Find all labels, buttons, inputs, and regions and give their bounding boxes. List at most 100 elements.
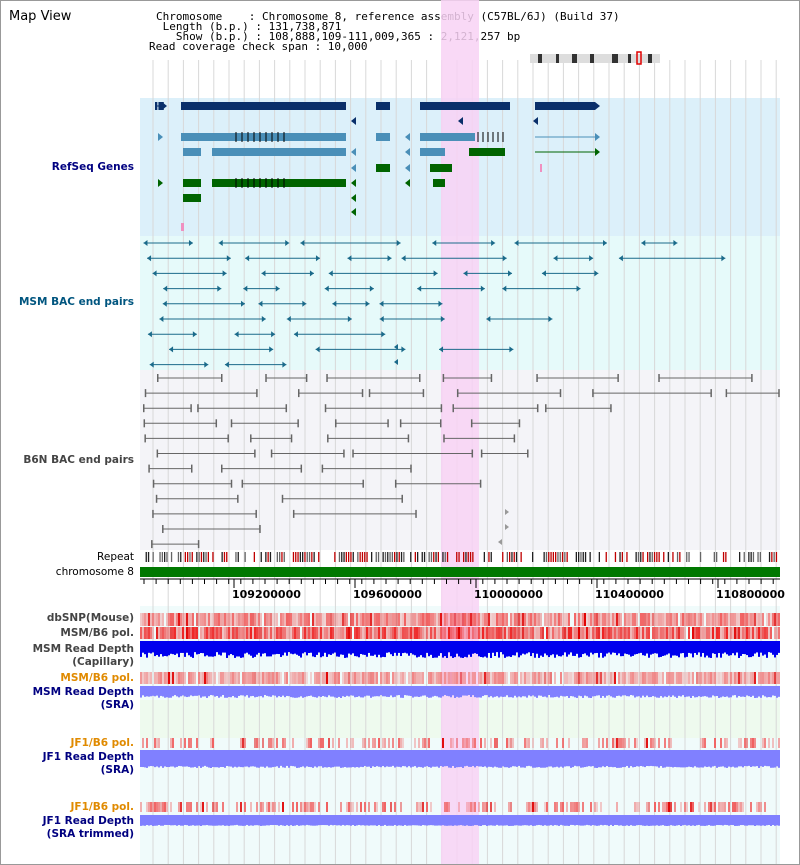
polymorphism-bin [518, 627, 520, 639]
track-label-msm-b6-pol-2[interactable]: MSM/B6 pol. [60, 672, 134, 684]
read-depth-bin [632, 641, 634, 656]
polymorphism-bin [400, 738, 402, 748]
polymorphism-bin [486, 802, 488, 812]
polymorphism-bin [252, 672, 254, 684]
track-label-msm-b6-pol-1[interactable]: MSM/B6 pol. [60, 627, 134, 639]
track-label-b6n-bac[interactable]: B6N BAC end pairs [23, 454, 134, 466]
repeat-element [235, 552, 237, 562]
read-depth-bin [768, 686, 770, 698]
polymorphism-bin [646, 802, 648, 812]
read-depth-bin [320, 686, 322, 697]
polymorphism-bin [516, 672, 518, 684]
polymorphism-bin [760, 613, 762, 626]
repeat-element [750, 552, 752, 562]
track-label-msm-depth-capillary-sub: (Capillary) [72, 656, 134, 668]
read-depth-bin [326, 641, 328, 657]
read-depth-bin [334, 686, 336, 698]
track-label-refseq[interactable]: RefSeq Genes [51, 161, 134, 173]
read-depth-bin [312, 815, 314, 826]
read-depth-bin [174, 815, 176, 826]
read-depth-bin [688, 686, 690, 697]
polymorphism-bin [266, 672, 268, 684]
polymorphism-bin [160, 672, 162, 684]
msm-bac-end [396, 240, 401, 246]
track-label-dbsnp[interactable]: dbSNP(Mouse) [46, 612, 134, 624]
read-depth-bin [606, 815, 608, 826]
read-depth-bin [764, 815, 766, 826]
msm-bac-end [147, 255, 152, 262]
read-depth-bin [522, 641, 524, 654]
polymorphism-bin [752, 613, 754, 626]
polymorphism-bin [256, 802, 258, 812]
read-depth-bin [174, 641, 176, 655]
polymorphism-bin [198, 613, 200, 626]
read-depth-bin [392, 815, 394, 826]
track-label-msm-depth-sra[interactable]: MSM Read Depth [32, 686, 134, 698]
polymorphism-bin [188, 672, 190, 684]
track-label-jf1-b6-pol-2[interactable]: JF1/B6 pol. [70, 801, 134, 813]
polymorphism-bin [244, 627, 246, 639]
read-depth-bin [526, 641, 528, 654]
read-depth-bin [744, 815, 746, 826]
polymorphism-bin [368, 627, 370, 639]
polymorphism-bin [162, 613, 164, 626]
polymorphism-bin [170, 627, 172, 639]
read-depth-bin [380, 641, 382, 658]
polymorphism-bin [184, 613, 186, 626]
track-label-msm-bac[interactable]: MSM BAC end pairs [18, 296, 134, 308]
polymorphism-bin [366, 672, 368, 684]
polymorphism-bin [152, 627, 154, 639]
polymorphism-bin [730, 672, 732, 684]
polymorphism-bin [392, 613, 394, 626]
polymorphism-bin [314, 627, 316, 639]
read-depth-bin [660, 641, 662, 657]
polymorphism-bin [650, 738, 652, 748]
polymorphism-bin [196, 802, 198, 812]
polymorphism-bin [174, 613, 176, 626]
polymorphism-bin [492, 613, 494, 626]
polymorphism-bin [372, 672, 374, 684]
track-label-msm-depth-capillary[interactable]: MSM Read Depth [32, 643, 134, 655]
repeat-element [566, 552, 568, 562]
polymorphism-bin [186, 802, 188, 812]
polymorphism-bin [188, 627, 190, 639]
read-depth-bin [176, 686, 178, 697]
read-depth-bin [654, 641, 656, 654]
read-depth-bin [542, 815, 544, 826]
repeat-element [352, 552, 354, 562]
polymorphism-bin [436, 672, 438, 684]
polymorphism-bin [476, 613, 478, 626]
polymorphism-bin [420, 802, 422, 812]
polymorphism-bin [542, 627, 544, 639]
repeat-element [442, 552, 444, 562]
track-label-jf1-b6-pol-1[interactable]: JF1/B6 pol. [70, 737, 134, 749]
polymorphism-bin [538, 627, 540, 639]
read-depth-bin [630, 686, 632, 696]
track-label-jf1-depth-trimmed[interactable]: JF1 Read Depth [42, 815, 134, 827]
read-depth-bin [452, 750, 454, 767]
polymorphism-bin [284, 627, 286, 639]
track-label-repeat[interactable]: Repeat [97, 551, 134, 563]
read-depth-bin [212, 686, 214, 696]
track-label-jf1-depth-sra[interactable]: JF1 Read Depth [42, 751, 134, 763]
polymorphism-bin [538, 672, 540, 684]
polymorphism-bin [564, 672, 566, 684]
polymorphism-bin [690, 802, 692, 812]
map-view-title: Map View [9, 9, 72, 24]
polymorphism-bin [670, 613, 672, 626]
read-depth-bin [392, 750, 394, 766]
repeat-element [396, 552, 398, 562]
polymorphism-bin [636, 613, 638, 626]
read-depth-bin [520, 641, 522, 656]
polymorphism-bin [410, 672, 412, 684]
polymorphism-bin [146, 613, 148, 626]
repeat-element [382, 552, 384, 562]
read-depth-bin [534, 641, 536, 658]
repeat-element [619, 552, 621, 562]
polymorphism-bin [142, 613, 144, 626]
read-depth-bin [616, 815, 618, 826]
polymorphism-bin [276, 627, 278, 639]
read-depth-bin [682, 750, 684, 768]
read-depth-bin [766, 686, 768, 698]
